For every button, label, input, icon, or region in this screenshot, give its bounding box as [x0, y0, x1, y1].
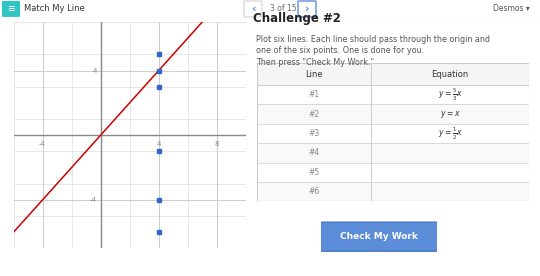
- FancyBboxPatch shape: [2, 1, 20, 17]
- Text: -4: -4: [90, 197, 97, 203]
- Bar: [256, 163, 529, 182]
- Text: ×  Chrome, Match My Line - Google Chrome, window, Check My Work,
    button: × Chrome, Match My Line - Google Chrome,…: [8, 259, 253, 274]
- Text: $y = \frac{1}{2}x$: $y = \frac{1}{2}x$: [437, 125, 463, 142]
- Text: Then press "Check My Work.": Then press "Check My Work.": [256, 58, 375, 67]
- Text: Challenge #2: Challenge #2: [253, 12, 341, 25]
- Text: -4: -4: [39, 141, 46, 147]
- Bar: [256, 63, 529, 85]
- Text: 4: 4: [157, 141, 161, 147]
- Text: $y = x$: $y = x$: [440, 108, 461, 120]
- Bar: [256, 85, 529, 104]
- Bar: [256, 182, 529, 201]
- Text: $y = \frac{5}{3}x$: $y = \frac{5}{3}x$: [437, 86, 463, 103]
- Text: Match My Line: Match My Line: [24, 4, 85, 14]
- Text: Line: Line: [305, 70, 322, 79]
- Text: 3 of 15: 3 of 15: [269, 4, 296, 14]
- Bar: [256, 104, 529, 124]
- Text: Plot six lines. Each line should pass through the origin and: Plot six lines. Each line should pass th…: [256, 34, 490, 44]
- Text: ›: ›: [305, 4, 309, 14]
- FancyBboxPatch shape: [319, 222, 440, 251]
- Text: #4: #4: [308, 148, 319, 157]
- Text: #6: #6: [308, 187, 319, 196]
- Text: #2: #2: [308, 110, 319, 118]
- Text: #1: #1: [308, 90, 319, 99]
- Text: Check My Work: Check My Work: [340, 232, 418, 241]
- Text: 8: 8: [214, 141, 219, 147]
- Text: one of the six points. One is done for you.: one of the six points. One is done for y…: [256, 46, 424, 55]
- FancyBboxPatch shape: [298, 1, 316, 17]
- Bar: [256, 124, 529, 143]
- Text: Desmos ▾: Desmos ▾: [493, 4, 530, 14]
- Text: ≡: ≡: [7, 4, 15, 14]
- FancyBboxPatch shape: [244, 1, 262, 17]
- Text: ‹: ‹: [251, 4, 255, 14]
- Text: #3: #3: [308, 129, 319, 138]
- Bar: [256, 143, 529, 163]
- Text: 4: 4: [92, 68, 97, 74]
- Text: Equation: Equation: [431, 70, 469, 79]
- Text: #5: #5: [308, 168, 319, 177]
